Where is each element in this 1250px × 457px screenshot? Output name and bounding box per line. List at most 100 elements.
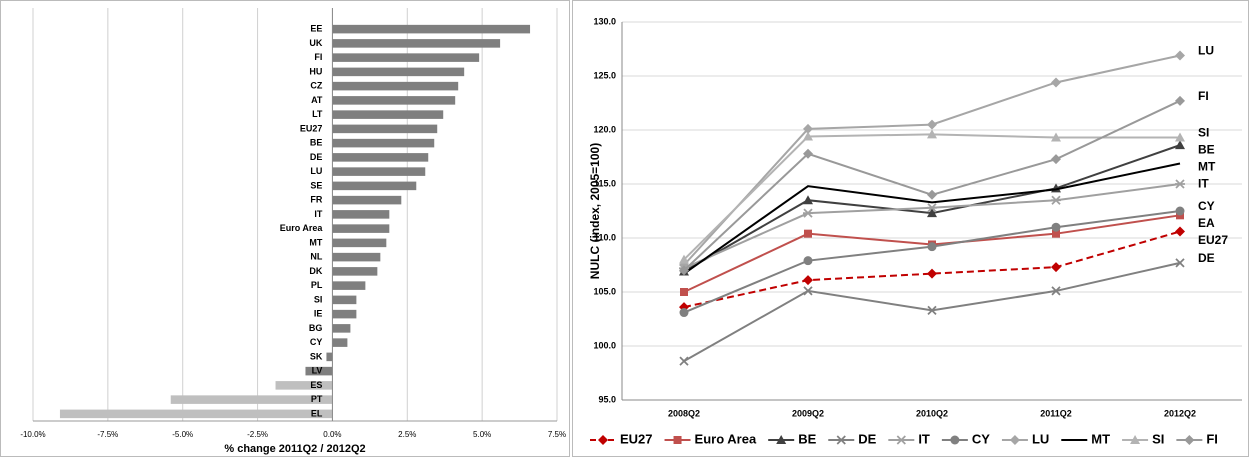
- point-stroke: [803, 286, 813, 296]
- point: [803, 256, 813, 266]
- bar: [332, 24, 531, 34]
- end-label: MT: [1198, 160, 1216, 174]
- point: [927, 129, 937, 139]
- bar: [332, 167, 426, 176]
- legend-label: IT: [918, 431, 930, 446]
- y-tick-label: FR: [310, 195, 322, 205]
- point: [1051, 154, 1061, 165]
- legend-label: LU: [1032, 431, 1049, 446]
- y-tick-label: HU: [309, 66, 322, 76]
- left-panel: [0, 0, 570, 457]
- point: [927, 203, 937, 213]
- legend-label: BE: [798, 431, 816, 446]
- point: [803, 148, 813, 159]
- point: [680, 288, 688, 296]
- bar: [332, 110, 444, 119]
- x-tick-label: 2011Q2: [1040, 408, 1072, 418]
- point: [679, 356, 689, 366]
- legend-label: FI: [1206, 431, 1218, 446]
- legend-label: SI: [1152, 431, 1164, 446]
- end-label: BE: [1198, 143, 1215, 157]
- point: [1175, 140, 1185, 150]
- y-tick-label: SE: [310, 180, 322, 190]
- y-tick-label: 115.0: [594, 178, 616, 188]
- point-stroke: [679, 356, 689, 366]
- bar: [332, 224, 390, 233]
- y-tick-label: MT: [309, 237, 322, 247]
- series-line: [683, 230, 1181, 309]
- point: [803, 275, 813, 286]
- point: [803, 123, 813, 134]
- y-tick-label: EU27: [300, 123, 323, 133]
- point: [836, 435, 846, 445]
- point: [679, 254, 689, 264]
- point: [1175, 132, 1185, 142]
- y-tick-label: AT: [311, 95, 323, 105]
- point: [803, 286, 813, 296]
- y-tick-label: NL: [310, 252, 322, 262]
- right-panel: [572, 0, 1249, 457]
- y-tick-label: ES: [310, 380, 322, 390]
- bar: [332, 181, 417, 191]
- point: [1175, 50, 1185, 61]
- point: [1051, 132, 1061, 142]
- end-label: EU27: [1198, 233, 1228, 247]
- y-tick-label: 125.0: [593, 70, 616, 80]
- point: [1054, 187, 1058, 191]
- bar: [332, 138, 435, 148]
- point: [927, 268, 937, 279]
- point: [927, 242, 937, 252]
- x-tick-label: -10.0%: [20, 430, 45, 439]
- point: [806, 184, 810, 188]
- y-tick-label: 120.0: [593, 124, 616, 134]
- y-tick-label: IE: [314, 309, 323, 319]
- point: [1175, 179, 1185, 189]
- bar: [326, 352, 333, 362]
- point: [927, 305, 937, 315]
- point: [673, 436, 682, 444]
- legend-label: MT: [1091, 431, 1110, 446]
- point-stroke: [927, 305, 937, 315]
- x-tick-label: 0.0%: [323, 430, 341, 439]
- legend-label: Euro Area: [695, 431, 757, 446]
- bar: [305, 366, 333, 376]
- bar: [332, 281, 366, 290]
- bar: [332, 324, 351, 333]
- point: [896, 435, 907, 445]
- y-tick-label: Euro Area: [280, 223, 324, 233]
- point: [1175, 226, 1185, 237]
- y-tick-label: DK: [309, 266, 322, 276]
- bar: [332, 238, 387, 248]
- y-tick-label: SI: [314, 294, 323, 304]
- end-label: CY: [1198, 199, 1215, 213]
- y-tick-label: FI: [314, 52, 322, 62]
- point: [1051, 222, 1061, 232]
- point: [1184, 435, 1195, 445]
- end-label: DE: [1198, 251, 1215, 265]
- bar: [332, 39, 501, 48]
- bar: [332, 195, 402, 205]
- x-tick-label: 2008Q2: [668, 408, 700, 418]
- y-tick-label: LV: [312, 366, 323, 376]
- x-tick-label: 2.5%: [398, 430, 416, 439]
- bar: [332, 295, 357, 305]
- x-tick-label: 7.5%: [548, 430, 566, 439]
- point: [1009, 435, 1020, 445]
- point: [679, 265, 689, 276]
- bar: [332, 210, 390, 219]
- y-tick-label: LT: [312, 109, 323, 119]
- legend-label: CY: [972, 431, 990, 446]
- point: [930, 200, 934, 204]
- end-label: SI: [1198, 126, 1209, 140]
- y-tick-label: EE: [310, 24, 322, 34]
- y-tick-label: 100.0: [593, 340, 616, 350]
- bar: [332, 252, 381, 262]
- point-stroke: [1175, 258, 1185, 268]
- point: [1051, 77, 1061, 88]
- series-line: [683, 162, 1181, 275]
- y-tick-label: PL: [311, 280, 323, 290]
- y-tick-label: 105.0: [593, 286, 616, 296]
- x-axis-title: % change 2011Q2 / 2012Q2: [224, 443, 365, 455]
- point: [927, 189, 937, 200]
- end-label: EA: [1198, 216, 1215, 230]
